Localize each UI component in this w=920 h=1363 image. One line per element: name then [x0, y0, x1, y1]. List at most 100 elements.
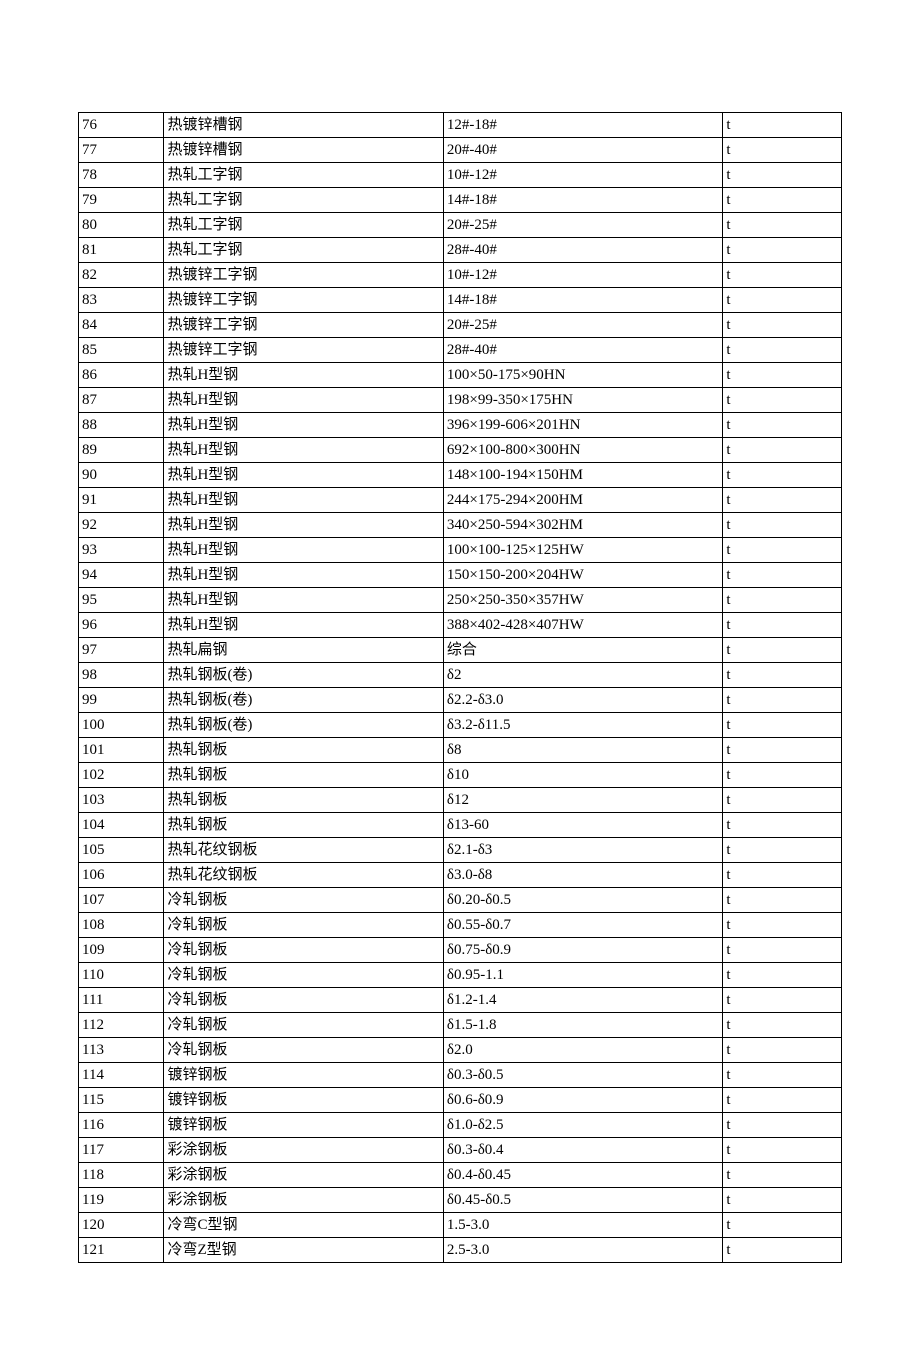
table-cell: δ3.2-δ11.5: [443, 713, 722, 738]
table-cell: t: [723, 338, 842, 363]
table-cell: 2.5-3.0: [443, 1238, 722, 1263]
table-cell: t: [723, 1113, 842, 1138]
table-cell: t: [723, 1013, 842, 1038]
table-cell: δ2.2-δ3.0: [443, 688, 722, 713]
table-cell: 97: [79, 638, 164, 663]
table-row: 114镀锌钢板δ0.3-δ0.5t: [79, 1063, 842, 1088]
table-row: 81热轧工字钢28#-40#t: [79, 238, 842, 263]
table-cell: δ0.45-δ0.5: [443, 1188, 722, 1213]
table-cell: δ1.0-δ2.5: [443, 1113, 722, 1138]
table-cell: 热轧钢板(卷): [164, 688, 443, 713]
table-cell: 109: [79, 938, 164, 963]
table-row: 90热轧H型钢148×100-194×150HMt: [79, 463, 842, 488]
table-cell: 83: [79, 288, 164, 313]
table-cell: 100×50-175×90HN: [443, 363, 722, 388]
table-cell: t: [723, 738, 842, 763]
table-cell: 79: [79, 188, 164, 213]
table-row: 111冷轧钢板δ1.2-1.4t: [79, 988, 842, 1013]
table-cell: 热轧工字钢: [164, 213, 443, 238]
table-cell: t: [723, 238, 842, 263]
table-cell: 热轧钢板(卷): [164, 713, 443, 738]
table-cell: 冷轧钢板: [164, 963, 443, 988]
table-cell: 热轧H型钢: [164, 513, 443, 538]
table-row: 76热镀锌槽钢12#-18#t: [79, 113, 842, 138]
table-cell: δ0.75-δ0.9: [443, 938, 722, 963]
table-cell: 101: [79, 738, 164, 763]
table-cell: 111: [79, 988, 164, 1013]
table-cell: 106: [79, 863, 164, 888]
table-row: 116镀锌钢板δ1.0-δ2.5t: [79, 1113, 842, 1138]
table-cell: 115: [79, 1088, 164, 1113]
table-cell: 98: [79, 663, 164, 688]
table-cell: 105: [79, 838, 164, 863]
table-cell: t: [723, 388, 842, 413]
table-cell: t: [723, 438, 842, 463]
table-row: 101热轧钢板δ8t: [79, 738, 842, 763]
table-cell: 20#-25#: [443, 213, 722, 238]
table-cell: t: [723, 963, 842, 988]
table-cell: 112: [79, 1013, 164, 1038]
table-cell: 热轧钢板: [164, 763, 443, 788]
table-cell: 340×250-594×302HM: [443, 513, 722, 538]
table-cell: 热镀锌工字钢: [164, 288, 443, 313]
table-cell: 692×100-800×300HN: [443, 438, 722, 463]
table-cell: 388×402-428×407HW: [443, 613, 722, 638]
table-cell: δ12: [443, 788, 722, 813]
table-cell: t: [723, 588, 842, 613]
table-cell: 冷轧钢板: [164, 888, 443, 913]
table-cell: 冷轧钢板: [164, 1038, 443, 1063]
table-row: 100热轧钢板(卷)δ3.2-δ11.5t: [79, 713, 842, 738]
table-cell: 热轧钢板: [164, 738, 443, 763]
table-cell: 82: [79, 263, 164, 288]
table-cell: 198×99-350×175HN: [443, 388, 722, 413]
table-cell: 100×100-125×125HW: [443, 538, 722, 563]
table-cell: t: [723, 463, 842, 488]
table-cell: 96: [79, 613, 164, 638]
table-row: 120冷弯C型钢1.5-3.0t: [79, 1213, 842, 1238]
table-cell: 87: [79, 388, 164, 413]
table-cell: t: [723, 888, 842, 913]
table-cell: 88: [79, 413, 164, 438]
table-cell: t: [723, 1088, 842, 1113]
table-cell: 89: [79, 438, 164, 463]
table-row: 97热轧扁钢综合t: [79, 638, 842, 663]
table-cell: 彩涂钢板: [164, 1138, 443, 1163]
table-row: 77热镀锌槽钢20#-40#t: [79, 138, 842, 163]
table-cell: 热轧工字钢: [164, 238, 443, 263]
table-cell: δ0.3-δ0.4: [443, 1138, 722, 1163]
table-cell: 250×250-350×357HW: [443, 588, 722, 613]
table-cell: t: [723, 1163, 842, 1188]
table-cell: 热镀锌槽钢: [164, 138, 443, 163]
table-cell: 热轧钢板(卷): [164, 663, 443, 688]
table-cell: t: [723, 1063, 842, 1088]
table-cell: 86: [79, 363, 164, 388]
table-cell: 镀锌钢板: [164, 1063, 443, 1088]
table-row: 78热轧工字钢10#-12#t: [79, 163, 842, 188]
table-cell: 80: [79, 213, 164, 238]
table-cell: t: [723, 788, 842, 813]
table-row: 91热轧H型钢244×175-294×200HMt: [79, 488, 842, 513]
table-cell: 113: [79, 1038, 164, 1063]
table-cell: 396×199-606×201HN: [443, 413, 722, 438]
table-cell: t: [723, 988, 842, 1013]
table-cell: 81: [79, 238, 164, 263]
table-row: 89热轧H型钢692×100-800×300HNt: [79, 438, 842, 463]
table-row: 106热轧花纹钢板δ3.0-δ8t: [79, 863, 842, 888]
table-row: 117彩涂钢板δ0.3-δ0.4t: [79, 1138, 842, 1163]
table-cell: t: [723, 713, 842, 738]
table-cell: 104: [79, 813, 164, 838]
table-cell: 彩涂钢板: [164, 1163, 443, 1188]
table-cell: t: [723, 363, 842, 388]
table-row: 102热轧钢板δ10t: [79, 763, 842, 788]
table-cell: t: [723, 488, 842, 513]
table-cell: 90: [79, 463, 164, 488]
table-cell: 热轧工字钢: [164, 163, 443, 188]
table-cell: t: [723, 113, 842, 138]
table-cell: 热轧H型钢: [164, 363, 443, 388]
table-cell: 102: [79, 763, 164, 788]
table-row: 121冷弯Z型钢2.5-3.0t: [79, 1238, 842, 1263]
table-cell: 85: [79, 338, 164, 363]
table-cell: 107: [79, 888, 164, 913]
table-cell: t: [723, 288, 842, 313]
table-cell: 热镀锌工字钢: [164, 313, 443, 338]
